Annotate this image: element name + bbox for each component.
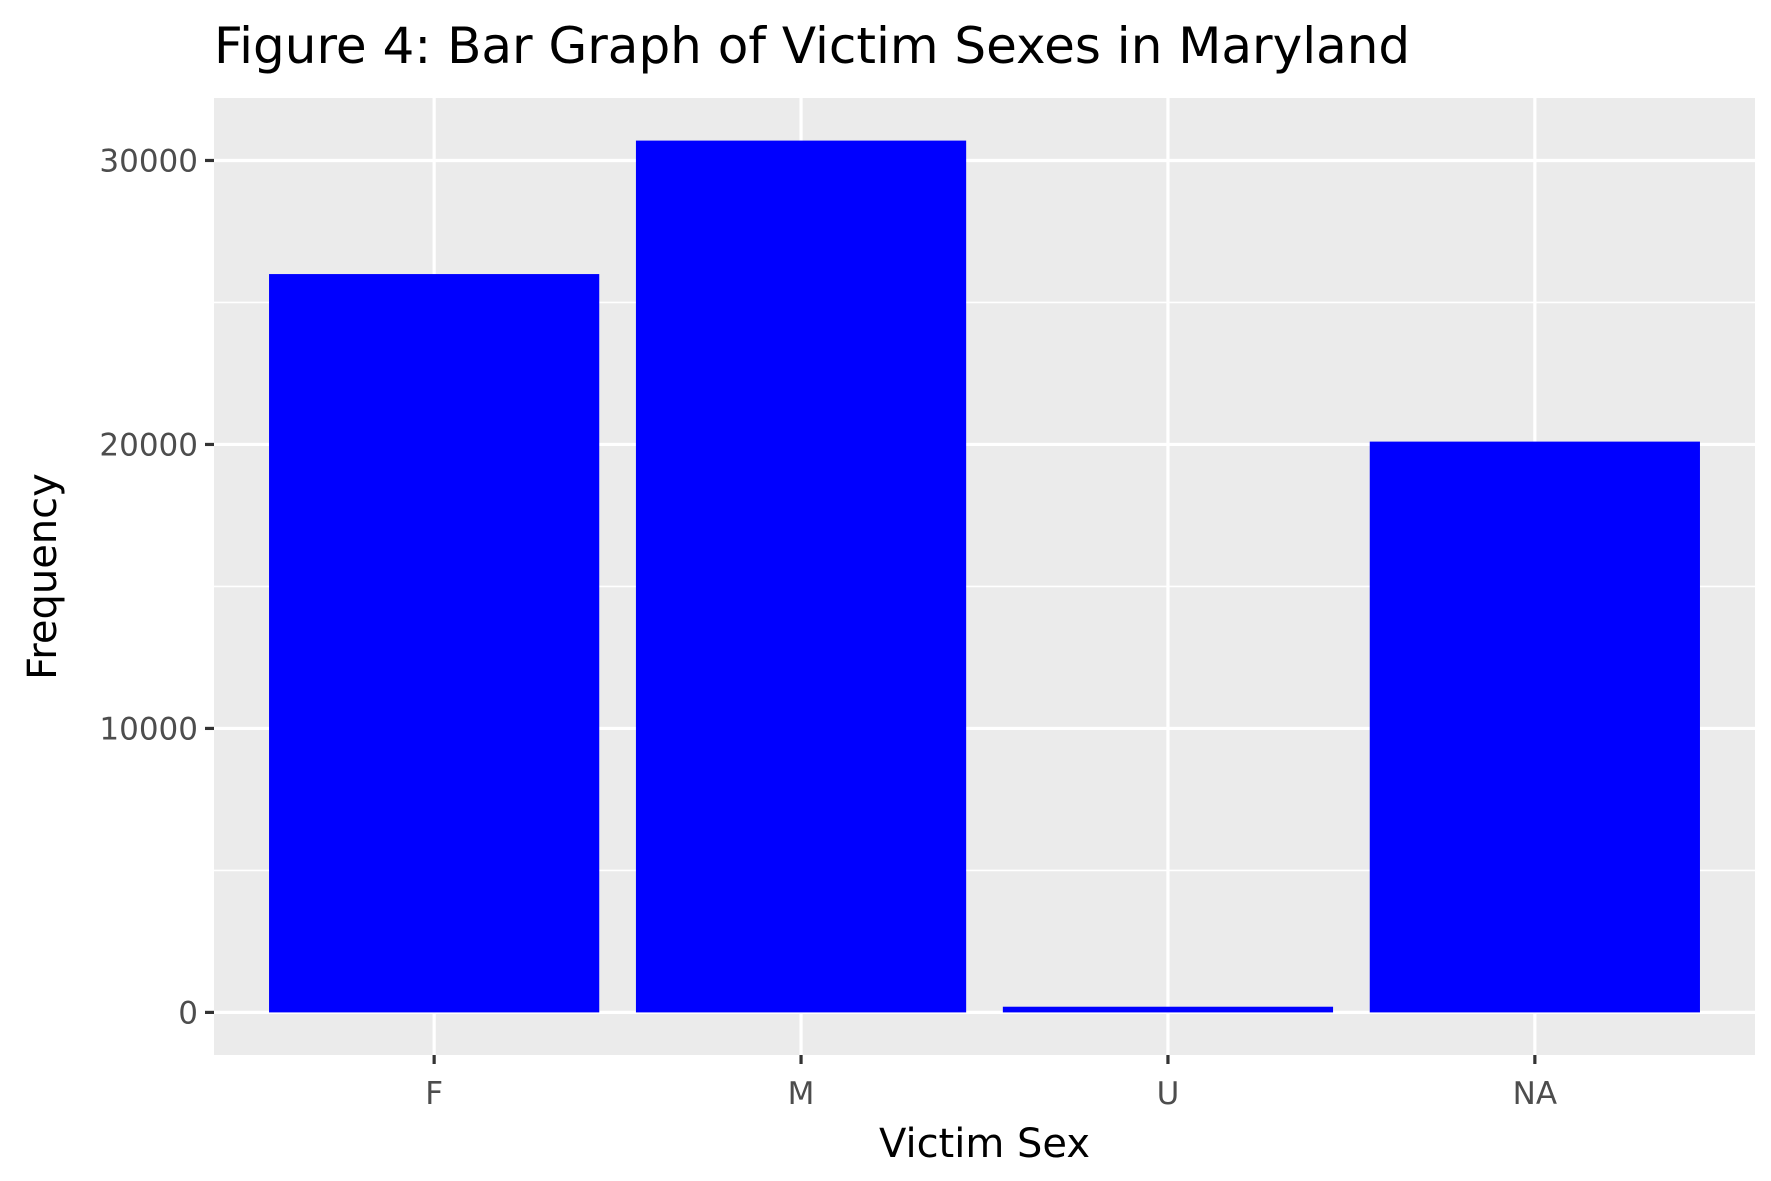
y-tick-label-1: 10000	[99, 711, 198, 747]
bar-f	[269, 274, 600, 1013]
bar-m	[635, 140, 967, 1013]
x-tick-label-u: U	[1157, 1076, 1180, 1112]
x-axis-title: Victim Sex	[879, 1121, 1090, 1167]
bars	[269, 140, 1700, 1013]
x-tick-label-na: NA	[1513, 1076, 1557, 1112]
bar-na	[1369, 441, 1700, 1013]
axes: 0 10000 20000 30000 F M U NA	[99, 143, 1557, 1112]
x-tick-label-f: F	[425, 1076, 443, 1112]
y-tick-label-0: 0	[178, 995, 198, 1031]
y-axis-title: Frequency	[20, 473, 66, 680]
bar-u	[1002, 1006, 1334, 1013]
chart-title: Figure 4: Bar Graph of Victim Sexes in M…	[214, 17, 1410, 75]
y-tick-label-2: 20000	[99, 427, 198, 463]
y-tick-label-3: 30000	[99, 143, 198, 179]
x-tick-label-m: M	[788, 1076, 815, 1112]
